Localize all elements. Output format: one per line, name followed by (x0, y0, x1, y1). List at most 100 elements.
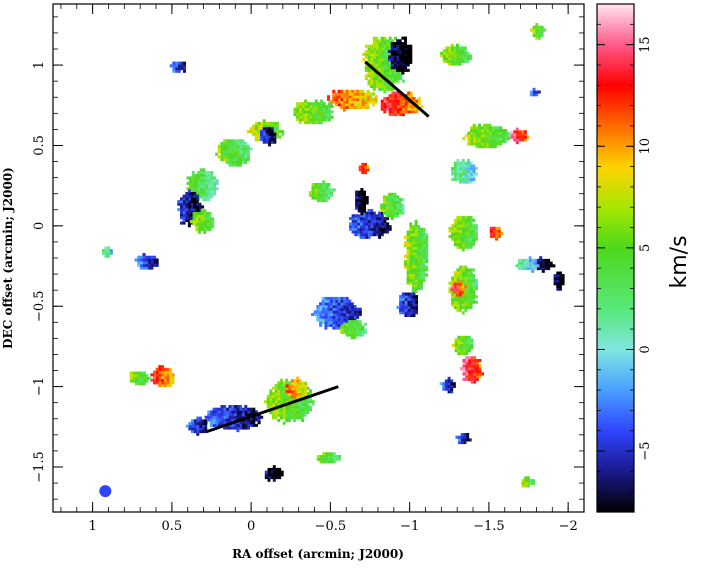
velocity-pixel (244, 423, 248, 427)
velocity-pixel (404, 235, 407, 239)
velocity-pixel (192, 212, 196, 216)
velocity-pixel (364, 74, 368, 78)
velocity-pixel (453, 169, 457, 173)
velocity-pixel (531, 269, 535, 273)
velocity-pixel (279, 408, 283, 412)
velocity-pixel (458, 62, 462, 66)
velocity-pixel (458, 438, 462, 442)
velocity-pixel (472, 234, 476, 238)
velocity-pixel (461, 276, 465, 280)
velocity-pixel (365, 196, 369, 200)
velocity-pixel (459, 343, 463, 347)
velocity-pixel (244, 160, 248, 164)
velocity-pixel (155, 373, 159, 377)
velocity-pixel (386, 96, 389, 100)
velocity-pixel (472, 123, 476, 127)
feature-west-clump (134, 253, 159, 270)
velocity-pixel (332, 188, 336, 192)
velocity-pixel (334, 100, 338, 104)
velocity-pixel (330, 457, 333, 461)
velocity-pixel (453, 279, 457, 283)
velocity-pixel (356, 333, 359, 337)
velocity-pixel (348, 330, 352, 334)
velocity-pixel (273, 124, 277, 128)
velocity-pixel (388, 60, 392, 64)
velocity-pixel (129, 376, 133, 380)
velocity-pixel (407, 303, 411, 307)
velocity-pixel (316, 188, 320, 192)
velocity-pixel (327, 193, 331, 197)
velocity-pixel (340, 307, 344, 311)
velocity-pixel (257, 121, 261, 125)
velocity-pixel (337, 310, 341, 314)
velocity-pixel (467, 234, 470, 238)
velocity-pixel (378, 55, 382, 59)
velocity-pixel (298, 381, 302, 385)
velocity-pixel (488, 129, 492, 133)
velocity-pixel (472, 129, 476, 133)
velocity-pixel (407, 295, 411, 299)
velocity-pixel (155, 263, 159, 267)
velocity-pixel (382, 203, 386, 207)
velocity-pixel (390, 66, 394, 70)
velocity-pixel (467, 175, 470, 179)
velocity-pixel (348, 89, 352, 93)
velocity-pixel (467, 281, 470, 285)
velocity-pixel (520, 264, 524, 268)
velocity-pixel (197, 212, 201, 216)
velocity-pixel (465, 372, 469, 376)
velocity-pixel (367, 71, 371, 75)
velocity-pixel (327, 302, 330, 306)
velocity-pixel (461, 240, 465, 244)
velocity-pixel (327, 318, 330, 322)
velocity-pixel (228, 144, 232, 148)
x-tick-label: 0 (247, 519, 255, 534)
velocity-pixel (533, 267, 537, 271)
velocity-pixel (262, 121, 266, 125)
velocity-pixel (553, 279, 557, 283)
velocity-pixel (478, 129, 481, 133)
velocity-pixel (366, 89, 370, 93)
velocity-pixel (246, 144, 250, 148)
velocity-pixel (322, 455, 326, 459)
velocity-pixel (414, 252, 418, 256)
velocity-pixel (233, 160, 237, 164)
velocity-pixel (459, 226, 462, 230)
velocity-pixel (462, 349, 466, 353)
velocity-pixel (386, 107, 389, 111)
velocity-pixel (345, 95, 349, 99)
velocity-pixel (290, 384, 294, 388)
velocity-pixel (558, 282, 562, 286)
velocity-pixel (399, 110, 403, 114)
velocity-pixel (396, 47, 400, 51)
velocity-pixel (459, 295, 462, 299)
velocity-pixel (335, 321, 338, 325)
velocity-pixel (175, 67, 178, 71)
velocity-pixel (275, 127, 279, 131)
velocity-pixel (453, 271, 457, 275)
velocity-pixel (322, 452, 326, 456)
velocity-pixel (367, 219, 371, 223)
velocity-pixel (190, 213, 194, 217)
velocity-pixel (372, 211, 376, 215)
velocity-pixel (526, 479, 530, 483)
velocity-pixel (332, 302, 336, 306)
velocity-pixel (327, 115, 331, 119)
velocity-pixel (306, 118, 310, 122)
velocity-pixel (425, 268, 429, 272)
velocity-pixel (391, 74, 395, 78)
velocity-pixel (370, 74, 374, 78)
velocity-pixel (470, 137, 474, 141)
velocity-pixel (340, 100, 344, 104)
velocity-pixel (304, 118, 308, 122)
velocity-pixel (375, 47, 379, 51)
velocity-pixel (380, 79, 384, 83)
velocity-pixel (332, 313, 336, 317)
velocity-pixel (415, 305, 418, 309)
velocity-pixel (293, 408, 297, 412)
velocity-pixel (417, 270, 421, 274)
velocity-pixel (153, 258, 156, 262)
velocity-pixel (386, 85, 389, 89)
velocity-pixel (290, 395, 294, 399)
velocity-pixel (364, 328, 367, 332)
